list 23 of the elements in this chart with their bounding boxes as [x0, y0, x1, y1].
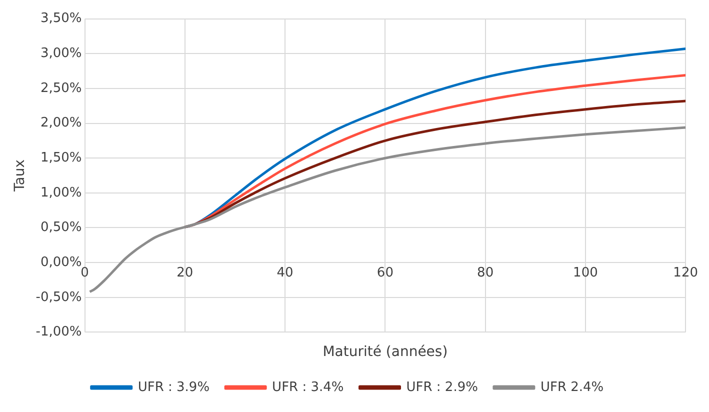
- x-tick-label: 20: [176, 266, 194, 281]
- y-tick-label: 1,00%: [40, 185, 82, 200]
- y-tick-label: 2,50%: [40, 80, 82, 96]
- legend-label: UFR : 2.9%: [406, 380, 478, 395]
- x-tick-label: 40: [276, 266, 294, 281]
- x-tick-label: 60: [376, 266, 394, 281]
- legend-label: UFR : 3.4%: [272, 380, 344, 395]
- y-tick-label: 3,00%: [40, 46, 82, 61]
- y-tick-label: -1,00%: [36, 324, 82, 340]
- x-tick-label: 120: [673, 266, 698, 281]
- y-tick-label: 3,50%: [40, 11, 82, 26]
- y-tick-label: 0,50%: [40, 220, 82, 236]
- x-axis-title: Maturité (années): [322, 344, 448, 360]
- y-tick-label: 0,00%: [40, 254, 82, 270]
- y-axis-title: Taux: [12, 160, 28, 192]
- y-tick-label: -0,50%: [36, 290, 82, 305]
- x-tick-label: 80: [477, 266, 494, 281]
- legend-label: UFR : 3.9%: [138, 380, 210, 395]
- y-tick-label: 2,00%: [40, 116, 82, 131]
- x-tick-label: 100: [573, 266, 598, 281]
- legend-label: UFR 2.4%: [540, 380, 604, 395]
- x-tick-label: 0: [80, 266, 89, 281]
- y-tick-label: 1,50%: [40, 150, 82, 166]
